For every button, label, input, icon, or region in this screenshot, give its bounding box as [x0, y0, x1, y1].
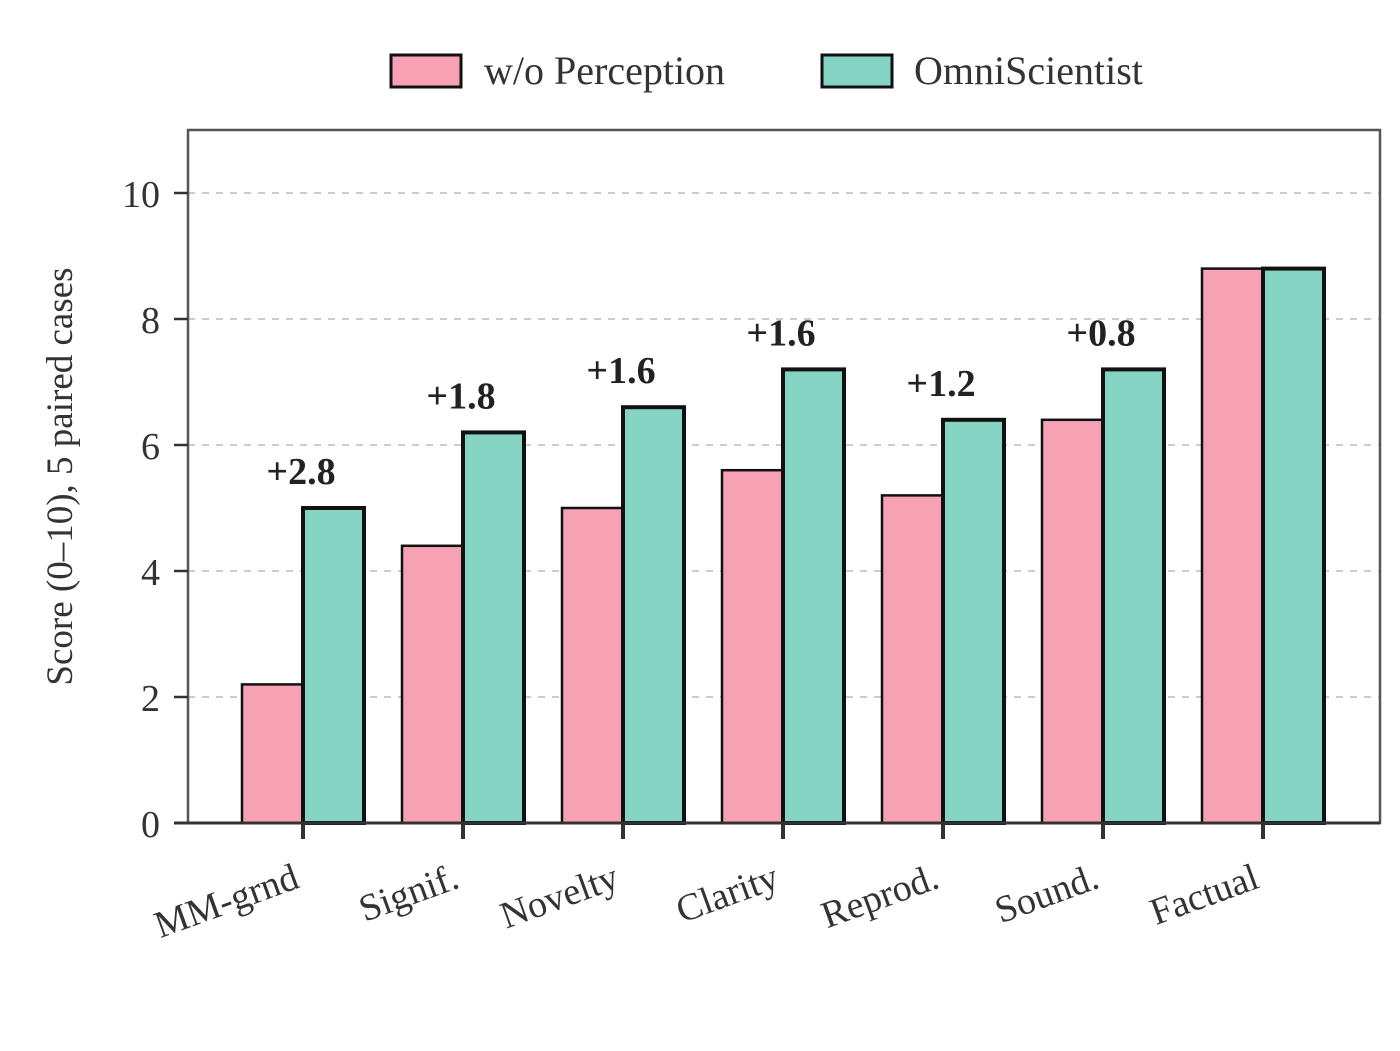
- y-tick-label: 4: [141, 552, 160, 594]
- legend-swatch-w-o-perception: [389, 53, 463, 89]
- x-tick-label-reprod: Reprod.: [816, 856, 944, 937]
- y-tick-label: 2: [141, 678, 160, 720]
- diff-annotation-novelty: +1.6: [586, 350, 655, 392]
- legend-label-w-o-perception: w/o Perception: [484, 48, 725, 93]
- bar-omniscientist-mm-grnd: [301, 506, 366, 825]
- bar-w-o-perception-sound: [1040, 418, 1105, 825]
- x-tick-label-factual: Factual: [1145, 856, 1264, 934]
- x-tick-label-clarity: Clarity: [671, 856, 785, 932]
- y-tick-label: 6: [141, 426, 160, 468]
- y-tick-label: 10: [122, 174, 160, 216]
- diff-annotation-clarity: +1.6: [746, 312, 815, 354]
- bar-omniscientist-reprod: [941, 417, 1006, 825]
- diff-annotation-signif: +1.8: [426, 375, 495, 417]
- bar-omniscientist-clarity: [781, 367, 846, 825]
- x-tick-label-mm-grnd: MM-grnd: [149, 856, 304, 947]
- bar-w-o-perception-clarity: [720, 468, 785, 825]
- bar-w-o-perception-mm-grnd: [240, 683, 305, 825]
- x-axis: MM-grnd Signif. Novelty Clarity Reprod. Sound…: [149, 823, 1265, 947]
- bar-w-o-perception-reprod: [880, 494, 945, 825]
- bar-w-o-perception-factual: [1200, 267, 1265, 825]
- bar-omniscientist-novelty: [621, 405, 686, 825]
- x-tick-label-novelty: Novelty: [495, 856, 624, 937]
- legend-swatch-omniscientist: [820, 53, 894, 89]
- y-axis: 0 2 4 6 8 10: [122, 174, 1380, 846]
- diff-annotation-mm-grnd: +2.8: [266, 451, 335, 493]
- gridlines: [188, 192, 1380, 698]
- bar-w-o-perception-novelty: [560, 506, 625, 825]
- legend-label-omniscientist: OmniScientist: [914, 48, 1143, 93]
- bar-w-o-perception-signif: [400, 544, 465, 825]
- bar-omniscientist-sound: [1101, 367, 1166, 825]
- diff-annotation-reprod: +1.2: [906, 363, 975, 405]
- y-tick-label: 0: [141, 804, 160, 846]
- difference-annotations: +2.8 +1.8 +1.6 +1.6 +1.2 +0.8: [266, 312, 1135, 493]
- x-tick-label-signif: Signif.: [353, 856, 464, 930]
- x-tick-label-sound: Sound.: [990, 856, 1105, 932]
- diff-annotation-sound: +0.8: [1066, 312, 1135, 354]
- y-tick-label: 8: [141, 300, 160, 342]
- y-axis-label: Score (0–10), 5 paired cases: [40, 267, 81, 685]
- legend: w/o Perception OmniScientist: [389, 48, 1143, 93]
- bar-omniscientist-factual: [1261, 266, 1326, 826]
- bars: [240, 266, 1326, 826]
- bar-omniscientist-signif: [461, 430, 526, 825]
